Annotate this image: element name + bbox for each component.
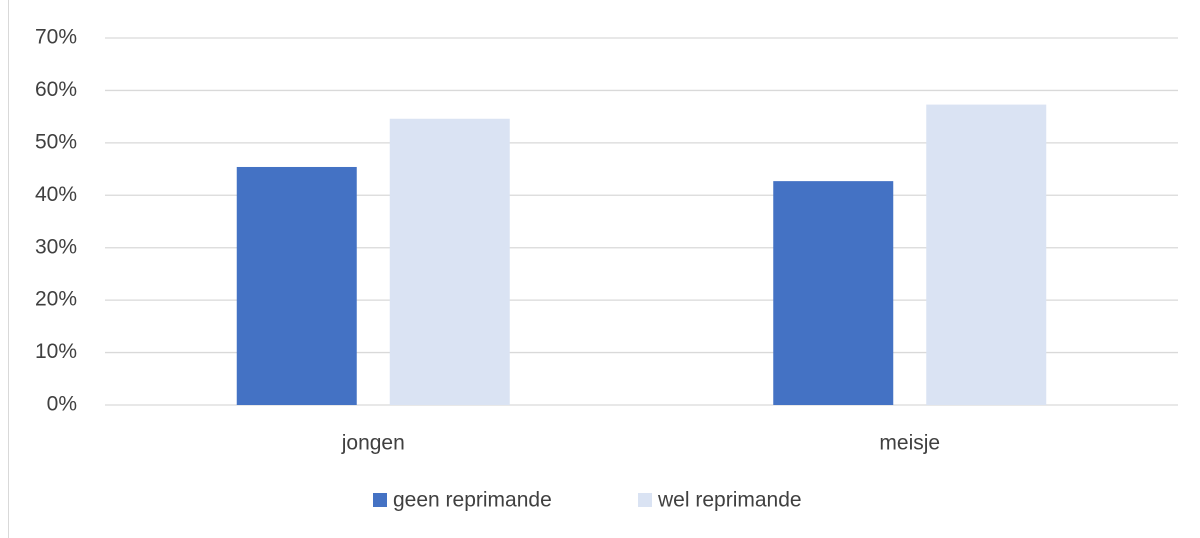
- bar: [926, 104, 1047, 405]
- bar: [773, 181, 894, 405]
- y-tick-label: 60%: [35, 78, 77, 101]
- legend-label: geen reprimande: [393, 489, 552, 512]
- x-tick-label: meisje: [879, 432, 940, 455]
- y-tick-label: 40%: [35, 183, 77, 206]
- x-tick-label: jongen: [341, 432, 405, 455]
- y-tick-label: 50%: [35, 130, 77, 153]
- y-tick-label: 20%: [35, 288, 77, 311]
- legend-swatch: [638, 493, 652, 507]
- y-tick-label: 0%: [47, 393, 77, 416]
- y-tick-label: 30%: [35, 235, 77, 258]
- bar: [236, 166, 357, 405]
- y-tick-label: 10%: [35, 340, 77, 363]
- y-tick-label: 70%: [35, 26, 77, 49]
- bar: [389, 118, 510, 406]
- legend-swatch: [373, 493, 387, 507]
- legend-label: wel reprimande: [657, 489, 802, 512]
